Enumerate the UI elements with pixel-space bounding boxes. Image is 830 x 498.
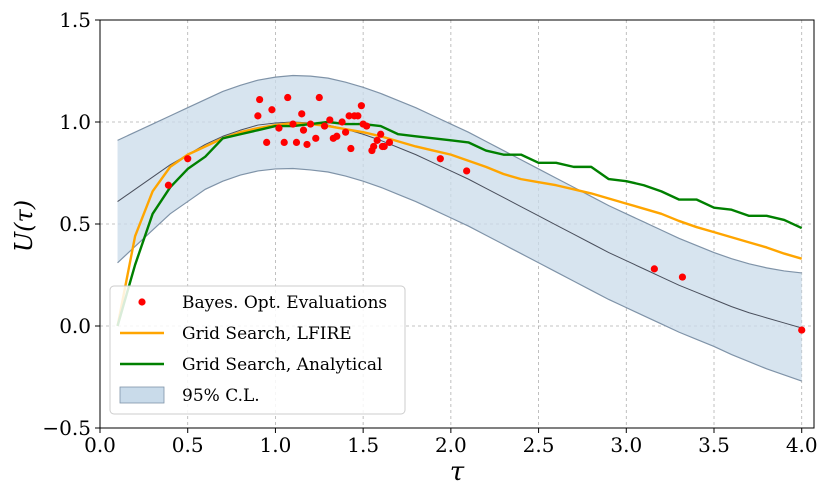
series-line-gp-mean	[117, 121, 802, 329]
data-point	[342, 128, 350, 136]
data-point	[292, 138, 301, 146]
series-line-grid-search-analytical	[116, 120, 803, 327]
x-axis-label: τ	[450, 457, 465, 487]
data-point	[312, 134, 320, 142]
axes: 0.0 0.5 1.0 1.5 2.0 2.5 3.0 3.5 4.0−0.50.00.51.0…	[42, 8, 817, 457]
data-point	[326, 116, 334, 124]
x-tick-label: 1.5	[347, 433, 379, 457]
data-point	[263, 138, 271, 146]
legend-box	[109, 285, 406, 415]
y-tick-label: 1.0	[59, 110, 91, 134]
data-point	[385, 138, 394, 146]
data-point	[338, 118, 346, 126]
data-point	[306, 120, 315, 128]
data-point	[289, 120, 297, 128]
y-tick-label: 0.5	[59, 212, 91, 236]
data-point	[184, 155, 192, 163]
legend-label-grid-search-analytical: Grid Search, Analytical	[182, 355, 382, 375]
data-point	[256, 95, 264, 104]
data-point	[380, 142, 388, 151]
data-point	[798, 326, 806, 334]
data-point	[284, 93, 292, 102]
legend-label-95-c-l: 95% C.L.	[182, 386, 260, 406]
data-point	[650, 265, 658, 273]
data-point	[280, 138, 288, 146]
data-point	[354, 112, 362, 120]
data-point	[320, 122, 329, 130]
legend-patch-95-c-l	[119, 386, 165, 404]
data-point	[345, 112, 353, 120]
data-point	[357, 102, 365, 110]
band-lower-edge	[117, 167, 802, 382]
x-tick-label: 3.0	[610, 433, 642, 457]
y-axis-label: U(τ)	[10, 200, 38, 252]
data-point	[303, 140, 311, 149]
y-tick-label: 1.5	[59, 8, 91, 32]
confidence-band	[117, 75, 802, 382]
data-point	[363, 122, 371, 130]
data-point	[315, 93, 323, 102]
data-point	[678, 273, 687, 281]
x-tick-label: 4.0	[786, 433, 818, 457]
x-tick-label: 1.0	[260, 433, 292, 457]
legend-label-bayes-opt-evaluations: Bayes. Opt. Evaluations	[182, 293, 387, 313]
data-point	[298, 110, 306, 118]
x-tick-label: 3.5	[698, 433, 730, 457]
y-tick-label: 0.0	[59, 314, 91, 338]
plot-area	[99, 19, 814, 429]
x-tick-label: 2.0	[435, 433, 467, 457]
x-tick-label: 0.5	[172, 433, 204, 457]
y-tick-label: −0.5	[42, 416, 91, 440]
band-upper-edge	[117, 74, 802, 274]
data-point	[254, 112, 262, 120]
data-point	[164, 181, 173, 189]
data-point	[436, 155, 444, 163]
data-point	[463, 167, 471, 175]
data-point	[333, 132, 341, 140]
data-point	[268, 106, 276, 114]
data-point	[275, 124, 283, 132]
data-point	[377, 130, 385, 138]
data-point	[347, 144, 355, 153]
x-tick-label: 2.5	[523, 433, 555, 457]
data-point	[299, 126, 308, 134]
legend: Bayes. Opt. Evaluations Grid Search, LFIR…	[109, 285, 406, 415]
data-point	[373, 136, 381, 144]
x-tick-label: 0.0	[84, 433, 116, 457]
legend-label-grid-search-lfire: Grid Search, LFIRE	[182, 324, 352, 344]
legend-marker-bayes-opt-evaluations	[138, 298, 146, 306]
data-point	[370, 142, 378, 151]
